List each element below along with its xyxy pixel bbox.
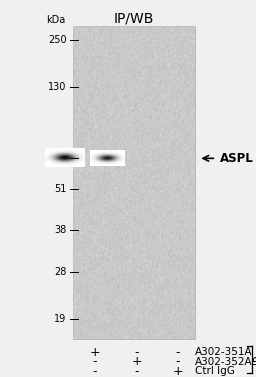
Text: IP: IP xyxy=(253,355,256,364)
Text: 250: 250 xyxy=(48,35,67,44)
Text: ASPL: ASPL xyxy=(220,152,254,165)
Text: -: - xyxy=(135,346,139,359)
Text: 38: 38 xyxy=(54,225,67,235)
Text: kDa: kDa xyxy=(46,14,65,25)
Text: 130: 130 xyxy=(48,83,67,92)
Text: -: - xyxy=(92,356,97,368)
Text: +: + xyxy=(173,365,183,377)
Text: -: - xyxy=(176,356,180,368)
Text: 28: 28 xyxy=(54,267,67,277)
Text: A302-351A: A302-351A xyxy=(195,348,252,357)
Text: -: - xyxy=(92,365,97,377)
Text: 70: 70 xyxy=(54,153,67,163)
Text: -: - xyxy=(176,346,180,359)
Text: A302-352A: A302-352A xyxy=(195,357,252,367)
Text: 51: 51 xyxy=(54,184,67,194)
Text: IP/WB: IP/WB xyxy=(114,11,154,25)
Text: -: - xyxy=(135,365,139,377)
FancyBboxPatch shape xyxy=(73,26,195,339)
Text: +: + xyxy=(132,356,142,368)
Text: Ctrl IgG: Ctrl IgG xyxy=(195,366,234,376)
Text: 19: 19 xyxy=(54,314,67,323)
Text: +: + xyxy=(89,346,100,359)
